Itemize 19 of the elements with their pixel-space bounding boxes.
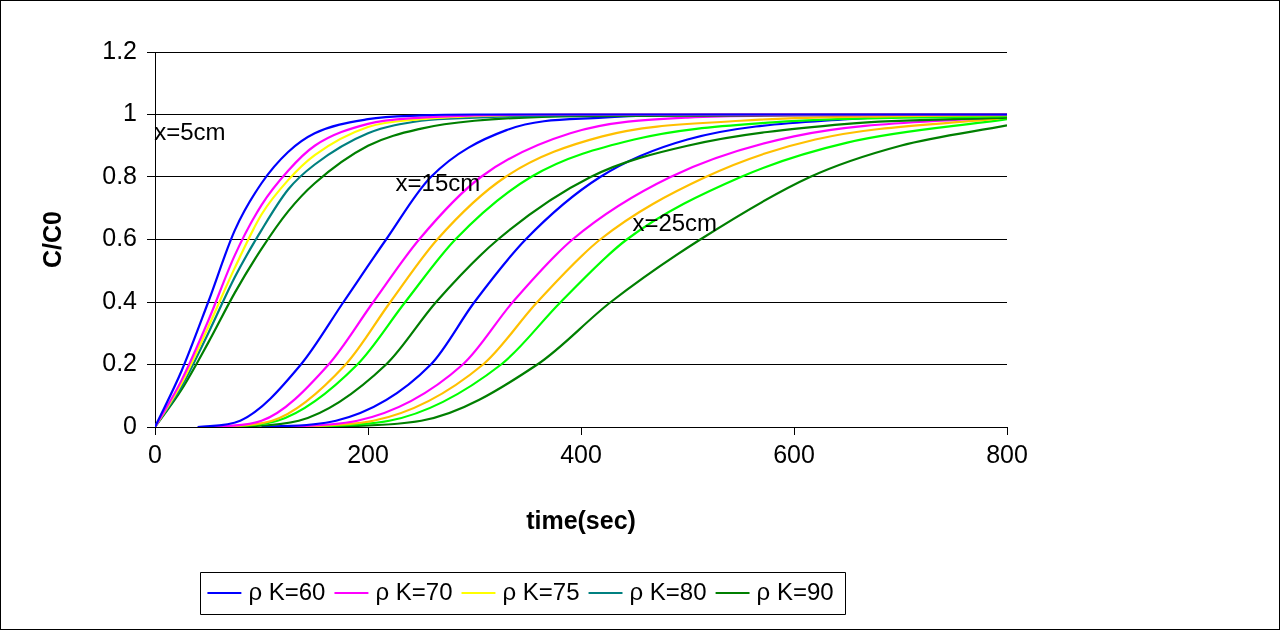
legend-label: ρ K=75 bbox=[502, 577, 580, 605]
y-tick-label: 0.6 bbox=[102, 223, 137, 252]
y-axis-title: C/C0 bbox=[37, 211, 66, 268]
y-tick-label: 0.4 bbox=[102, 285, 138, 314]
y-tick-label: 0.8 bbox=[102, 160, 137, 189]
legend-label: ρ K=80 bbox=[629, 577, 707, 605]
x-tick-label: 400 bbox=[560, 439, 602, 468]
x-tick-label: 0 bbox=[148, 439, 162, 468]
legend-label: ρ K=60 bbox=[248, 577, 326, 605]
x-tick-label: 200 bbox=[347, 439, 389, 468]
y-tick-label: 0 bbox=[123, 410, 137, 439]
y-tick-label: 1.2 bbox=[102, 35, 137, 64]
x-tick-label: 600 bbox=[773, 439, 815, 468]
x-axis-title: time(sec) bbox=[526, 505, 636, 534]
x-tick-label: 800 bbox=[986, 439, 1028, 468]
y-tick-label: 0.2 bbox=[102, 348, 137, 377]
legend-label: ρ K=70 bbox=[375, 577, 453, 605]
legend-label: ρ K=90 bbox=[756, 577, 834, 605]
y-tick-label: 1 bbox=[123, 98, 137, 127]
